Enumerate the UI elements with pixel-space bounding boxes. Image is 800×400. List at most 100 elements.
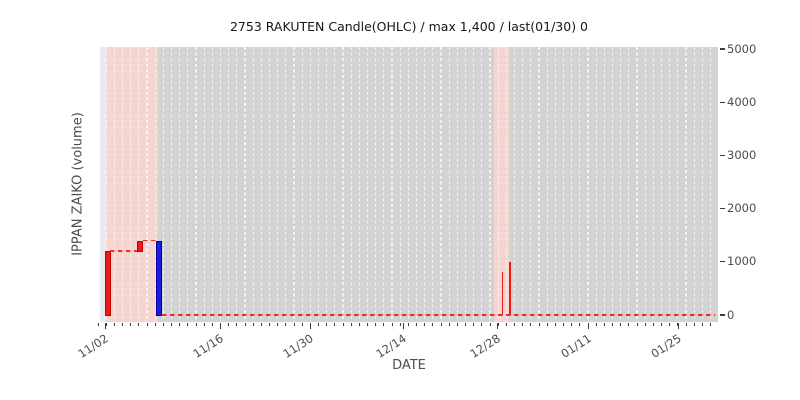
day-gridline [121,47,124,322]
day-gridline [260,47,262,322]
day-gridline [366,47,369,322]
y-tick-label: 3000 [727,147,757,162]
up-candle-body [155,240,162,316]
x-minor-tick [260,322,262,326]
day-gridline [317,47,320,322]
y-tick-label: 0 [727,307,735,322]
day-gridline [546,47,548,322]
x-minor-tick [399,322,401,326]
y-tick-mark [719,208,725,210]
day-gridline [334,47,336,322]
x-minor-tick [154,322,156,326]
day-gridline [611,47,614,322]
day-gridline [620,47,622,322]
x-minor-tick [505,322,507,326]
x-major-tick [220,322,221,329]
x-minor-tick [391,322,393,326]
day-gridline [571,47,573,322]
x-minor-tick [358,322,360,326]
day-gridline [146,47,148,322]
volume-spike [501,272,504,315]
y-axis-label: IPPAN ZAIKO (volume) [70,112,86,256]
x-minor-tick [318,322,319,326]
x-major-tick [497,322,498,329]
x-minor-tick [424,322,426,326]
chart-title: 2753 RAKUTEN Candle(OHLC) / max 1,400 / … [229,19,589,34]
day-gridline [113,47,115,322]
day-gridline [685,47,687,322]
day-gridline [342,47,344,322]
day-gridline [383,47,385,322]
x-minor-tick [620,322,622,326]
day-gridline [652,47,654,322]
x-minor-tick [571,322,573,326]
x-minor-tick [432,322,434,326]
day-gridline [309,47,311,322]
x-minor-tick [514,322,516,326]
day-gridline [219,47,222,322]
day-gridline [162,47,164,322]
x-minor-tick [252,322,254,326]
day-gridline [636,47,638,322]
x-minor-tick [701,322,703,326]
flat-candle-line [110,250,138,252]
day-gridline [391,47,393,322]
x-minor-tick [293,322,295,326]
x-major-tick [403,322,404,329]
x-minor-tick [661,322,663,326]
x-minor-tick [97,322,99,326]
x-minor-tick [685,322,687,326]
down-candle-body [137,240,143,253]
day-gridline [358,47,360,322]
x-axis-label: DATE [392,358,426,373]
day-gridline [375,47,377,322]
day-gridline [285,47,287,322]
day-gridline [415,47,418,322]
y-tick-label: 5000 [727,41,757,56]
x-minor-tick [342,322,344,326]
x-minor-tick [179,322,181,326]
x-major-tick [105,322,106,329]
x-minor-tick [375,322,377,326]
day-gridline [693,47,695,322]
x-major-tick [310,322,311,329]
x-minor-tick [277,322,279,326]
x-minor-tick [473,322,475,326]
day-gridline [130,47,132,322]
day-gridline [530,47,532,322]
day-gridline [179,47,181,322]
x-minor-tick [636,322,638,326]
x-minor-tick [285,322,287,326]
day-gridline [228,47,230,322]
day-gridline [252,47,254,322]
day-gridline [293,47,295,322]
x-minor-tick [326,322,328,326]
day-gridline [677,47,679,322]
x-minor-tick [228,322,230,326]
day-gridline [513,47,516,322]
x-minor-tick [383,322,385,326]
x-minor-tick [579,322,581,326]
x-minor-tick [105,322,107,326]
gray-span [106,47,718,322]
x-minor-tick [440,322,442,326]
day-gridline [211,47,213,322]
day-gridline [424,47,426,322]
plot-area [100,47,718,322]
x-minor-tick [236,322,238,326]
day-gridline [138,47,140,322]
x-minor-tick [367,322,368,326]
x-minor-tick [187,322,189,326]
x-minor-tick [538,322,540,326]
x-minor-tick [130,322,132,326]
x-minor-tick [407,322,409,326]
day-gridline [660,47,663,322]
day-gridline [505,47,507,322]
x-minor-tick [603,322,605,326]
x-minor-tick [612,322,614,326]
day-gridline [473,47,475,322]
y-tick-mark [719,101,725,103]
x-minor-tick [122,322,123,326]
day-gridline [244,47,246,322]
